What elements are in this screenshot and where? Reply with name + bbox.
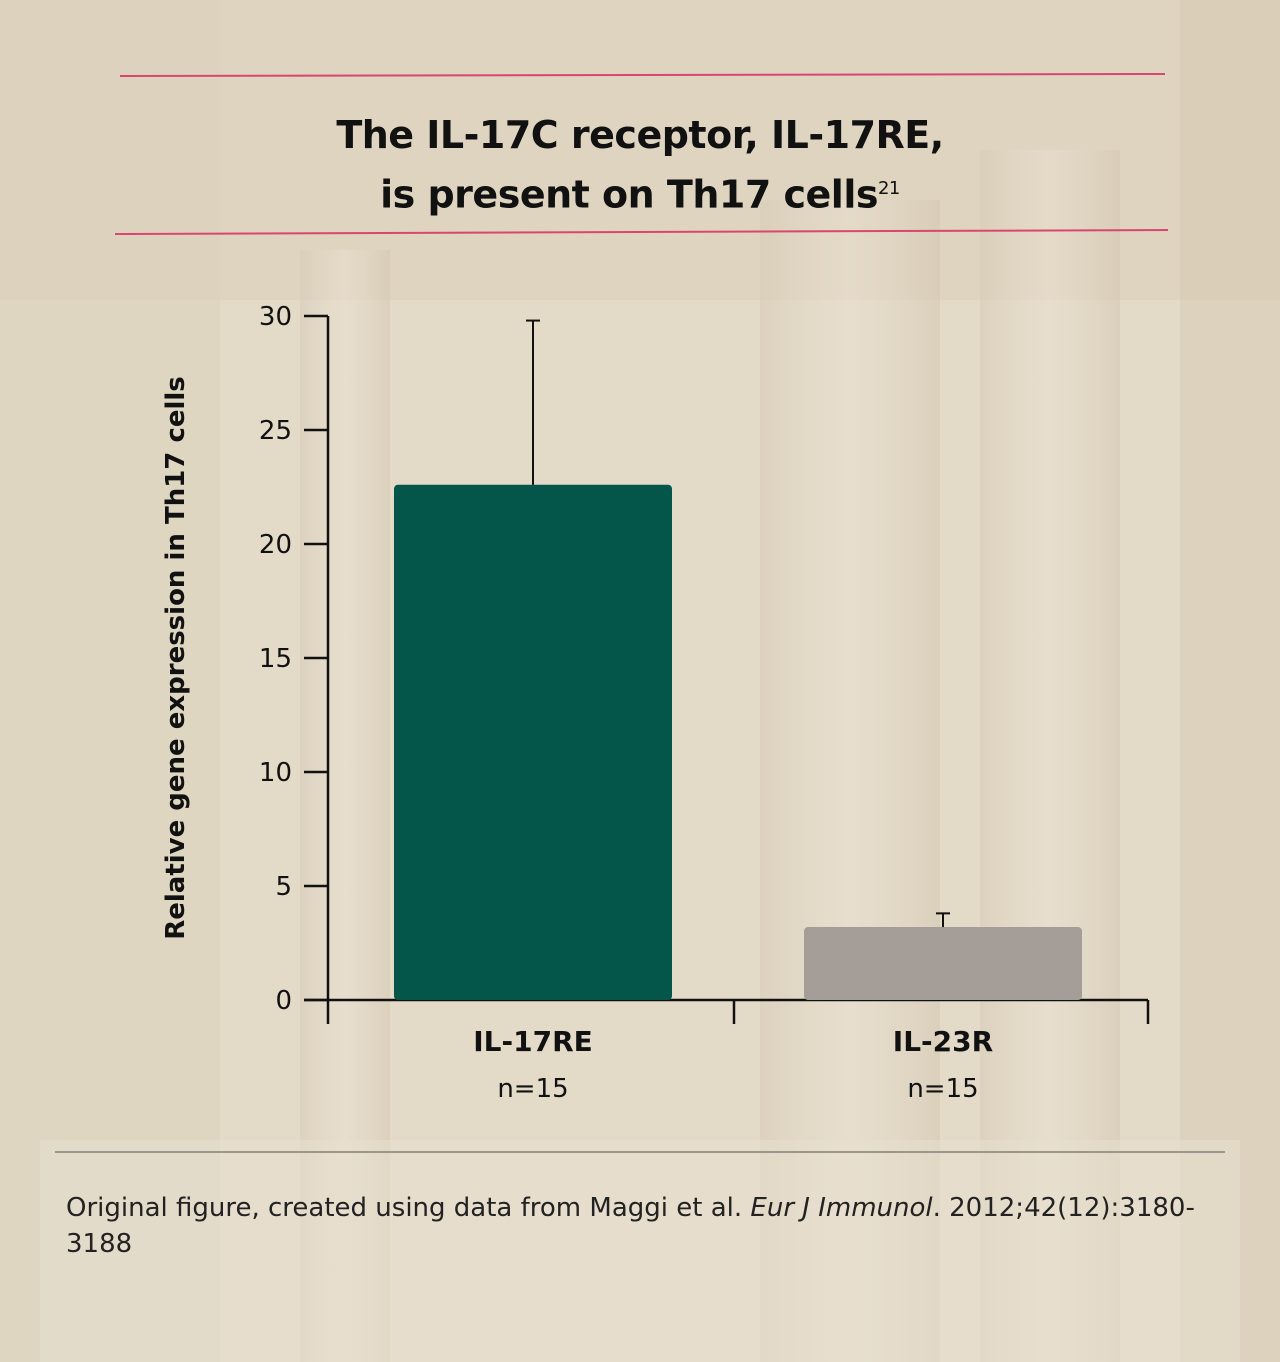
chart-title-line2: is present on Th17 cells21 (0, 162, 1280, 222)
source-footnote: Original figure, created using data from… (66, 1190, 1216, 1262)
y-axis-title: Relative gene expression in Th17 cells (161, 376, 191, 940)
footnote-prefix: Original figure, created using data from… (66, 1193, 751, 1223)
footnote-suffix: . 2012;42(12):3180-3188 (66, 1193, 1195, 1259)
y-tick-label: 0 (275, 986, 292, 1016)
chart-title: The IL-17C receptor, IL-17RE, is present… (0, 108, 1280, 222)
y-tick-label: 5 (275, 872, 292, 902)
y-tick-label: 25 (259, 416, 292, 446)
reference-superscript: 21 (877, 178, 900, 199)
y-tick-label: 15 (259, 644, 292, 674)
y-tick-label: 20 (259, 530, 292, 560)
y-tick-label: 10 (259, 758, 292, 788)
chart-title-line1: The IL-17C receptor, IL-17RE, (336, 113, 944, 157)
plot-area: 0 5 10 15 20 25 30 Relative gene expression in … (161, 302, 1150, 1104)
chart-title-line2-text: is present on Th17 cells (380, 172, 878, 217)
title-bottom-rule (114, 229, 1169, 235)
category-label: IL-23R (893, 1025, 993, 1058)
y-tick-label: 30 (259, 302, 292, 332)
category-sublabel: n=15 (497, 1074, 568, 1104)
category-label: IL-17RE (473, 1025, 593, 1058)
category-sublabel: n=15 (907, 1074, 978, 1104)
title-top-rule (119, 73, 1166, 77)
footnote-journal: Eur J Immunol (750, 1193, 933, 1223)
bar-il-17re (394, 484, 672, 1001)
bar-il-23r (804, 927, 1082, 1000)
